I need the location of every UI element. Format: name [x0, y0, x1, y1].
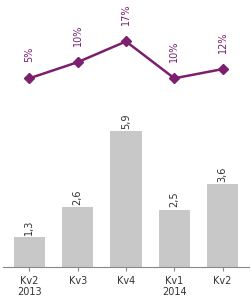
Text: 12%: 12% — [218, 32, 228, 53]
Text: 3,6: 3,6 — [218, 166, 228, 182]
Text: 5,9: 5,9 — [121, 113, 131, 128]
Text: 2,5: 2,5 — [169, 191, 179, 207]
Text: 10%: 10% — [73, 25, 83, 46]
Text: 2,6: 2,6 — [73, 189, 83, 205]
Text: 17%: 17% — [121, 4, 131, 25]
Text: 10%: 10% — [169, 41, 179, 62]
Bar — [159, 210, 190, 267]
Bar — [207, 184, 238, 267]
Text: 1,3: 1,3 — [24, 219, 34, 235]
Bar — [14, 237, 45, 267]
Bar — [110, 131, 142, 267]
Text: 5%: 5% — [24, 47, 34, 62]
Bar — [62, 207, 93, 267]
